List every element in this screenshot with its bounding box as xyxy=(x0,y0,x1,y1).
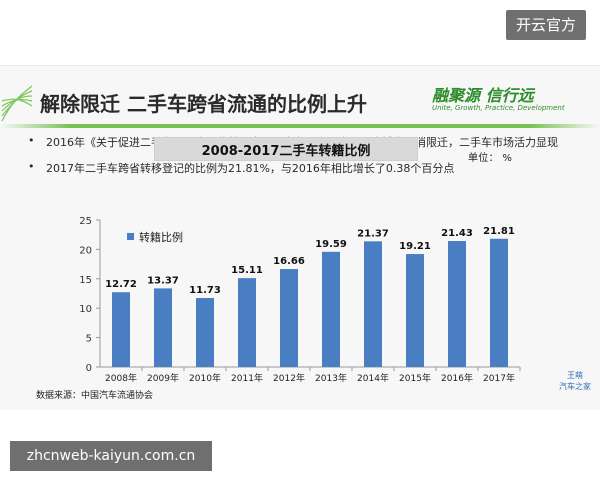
data-label: 21.43 xyxy=(441,228,473,239)
x-tick-label: 2014年 xyxy=(357,372,389,384)
bar xyxy=(112,292,130,367)
y-tick-label: 15 xyxy=(79,275,92,286)
logo-subtext: Unite, Growth, Practice, Development xyxy=(432,104,565,112)
bar xyxy=(154,288,172,367)
data-label: 21.81 xyxy=(483,226,515,237)
data-label: 12.72 xyxy=(105,279,137,290)
x-tick-label: 2017年 xyxy=(483,372,515,384)
data-source: 数据来源：中国汽车流通协会 xyxy=(36,391,154,401)
bar xyxy=(196,298,214,367)
brand-watermark: 开云官方 xyxy=(505,10,586,40)
bar xyxy=(490,238,508,367)
url-watermark: zhcnweb-kaiyun.com.cn xyxy=(10,441,212,471)
x-tick-label: 2016年 xyxy=(441,372,473,384)
data-label: 16.66 xyxy=(273,256,305,267)
bullet-dot-icon: • xyxy=(28,134,35,147)
bar xyxy=(364,241,382,367)
bar xyxy=(238,278,256,367)
y-tick-label: 5 xyxy=(86,334,92,345)
data-label: 19.21 xyxy=(399,241,431,252)
bullet-item: • 2017年二手车跨省转移登记的比例为21.81%，与2016年相比增长了0.… xyxy=(28,160,588,176)
logo: 融聚源 信行远 Unite, Growth, Practice, Develop… xyxy=(432,82,582,120)
bullet-dot-icon: • xyxy=(28,160,35,173)
slide-title: 解除限迁 二手车跨省流通的比例上升 xyxy=(40,92,367,116)
data-label: 15.11 xyxy=(231,265,263,276)
chart-unit-label: 单位： % xyxy=(468,153,513,164)
y-tick-label: 10 xyxy=(79,304,92,315)
x-tick-label: 2012年 xyxy=(273,372,305,384)
data-label: 13.37 xyxy=(147,275,179,286)
legend-swatch xyxy=(127,233,134,240)
data-label: 19.59 xyxy=(315,239,347,250)
x-tick-label: 2013年 xyxy=(315,372,347,384)
signature: 王萌 汽车之家 xyxy=(559,371,591,391)
title-bar: 解除限迁 二手车跨省流通的比例上升 融聚源 信行远 Unite, Growth,… xyxy=(0,76,600,128)
bar xyxy=(448,240,466,367)
x-tick-label: 2010年 xyxy=(189,372,221,384)
chart-title-box: 2008-2017二手车转籍比例 xyxy=(154,137,418,161)
y-tick-label: 25 xyxy=(79,216,92,227)
data-label: 21.37 xyxy=(357,228,389,239)
top-area xyxy=(0,0,600,60)
y-tick-label: 0 xyxy=(86,363,92,374)
title-decoration-icon xyxy=(1,85,33,122)
chart-title: 2008-2017二手车转籍比例 xyxy=(201,143,371,159)
x-tick-label: 2015年 xyxy=(399,372,431,384)
x-tick-label: 2008年 xyxy=(105,372,137,384)
title-underline xyxy=(0,124,600,128)
logo-text: 融聚源 信行远 xyxy=(432,86,534,105)
bullet-text: 2017年二手车跨省转移登记的比例为21.81%，与2016年相比增长了0.38… xyxy=(46,162,455,175)
x-tick-label: 2011年 xyxy=(231,372,263,384)
data-label: 11.73 xyxy=(189,285,221,296)
legend-label: 转籍比例 xyxy=(139,230,183,244)
bar xyxy=(406,254,424,367)
x-tick-label: 2009年 xyxy=(147,372,179,384)
bar xyxy=(322,251,340,367)
bar xyxy=(280,269,298,367)
y-tick-label: 20 xyxy=(79,245,92,256)
